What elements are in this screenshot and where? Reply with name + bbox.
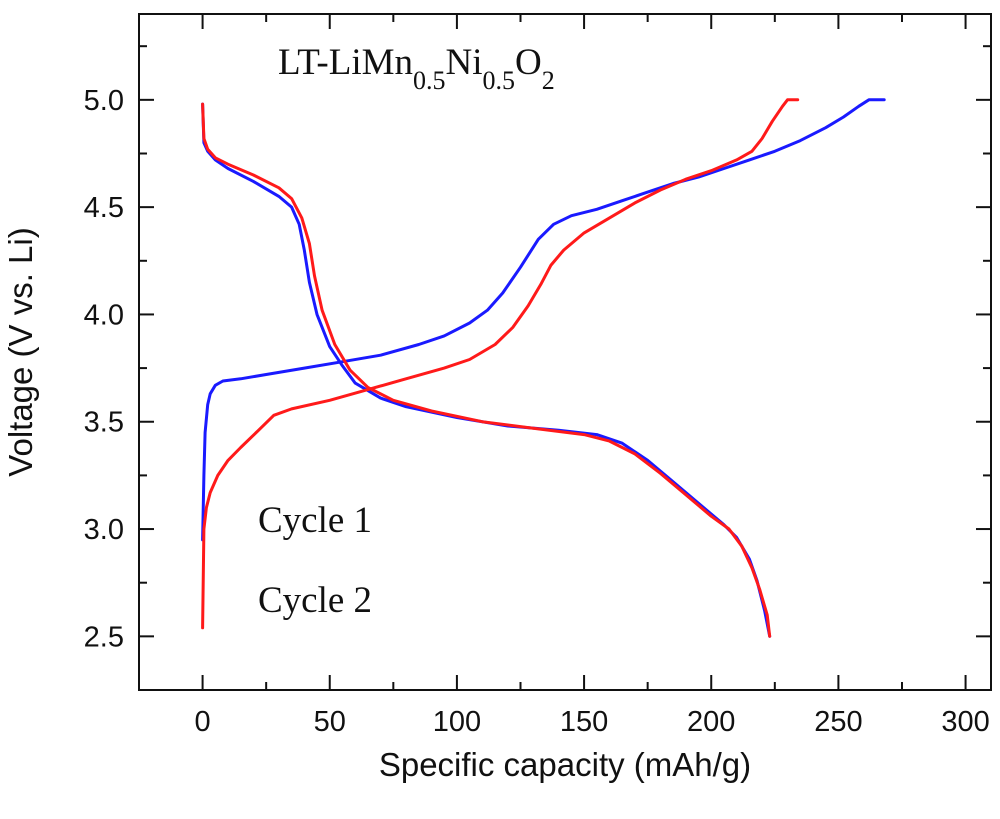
- legend-cycle-1: Cycle 1: [258, 500, 372, 541]
- series-2-charge-line: [201, 98, 800, 630]
- x-tick-label: 50: [314, 706, 346, 738]
- x-tick-label: 250: [814, 706, 862, 738]
- y-tick-label: 5.0: [84, 85, 124, 117]
- legend-cycle-2: Cycle 2: [258, 580, 372, 621]
- series-1-charge-line: [201, 98, 886, 542]
- chart-title-part: LT-LiMn: [278, 42, 413, 83]
- y-tick-label: 3.5: [84, 407, 124, 439]
- ticks-layer: 0 50 100 150 200 250 300 2.5 3.0 3.5 4.0 4.5 5.0: [84, 14, 991, 738]
- y-tick-label: 4.0: [84, 299, 124, 331]
- series-layer: [201, 98, 886, 638]
- chart-title-part: 2: [542, 66, 555, 95]
- y-tick-label: 2.5: [84, 621, 124, 653]
- x-axis-title: Specific capacity (mAh/g): [379, 746, 751, 783]
- x-tick-label: 150: [560, 706, 608, 738]
- y-axis-title: Voltage (V vs. Li): [2, 227, 39, 476]
- chart-title-part: 0.5: [413, 66, 446, 95]
- chart-title-part: 0.5: [483, 66, 516, 95]
- chart-title: LT-LiMn0.5Ni0.5O2: [278, 42, 555, 95]
- x-tick-label: 0: [195, 706, 211, 738]
- x-tick-label: 200: [687, 706, 735, 738]
- x-tick-label: 300: [941, 706, 989, 738]
- y-tick-label: 4.5: [84, 192, 124, 224]
- series-2-discharge-line: [201, 102, 772, 638]
- plot-frame: [138, 13, 992, 691]
- chart-title-part: Ni: [446, 42, 483, 83]
- y-tick-label: 3.0: [84, 514, 124, 546]
- chart-title-part: O: [515, 42, 542, 83]
- x-tick-label: 100: [433, 706, 481, 738]
